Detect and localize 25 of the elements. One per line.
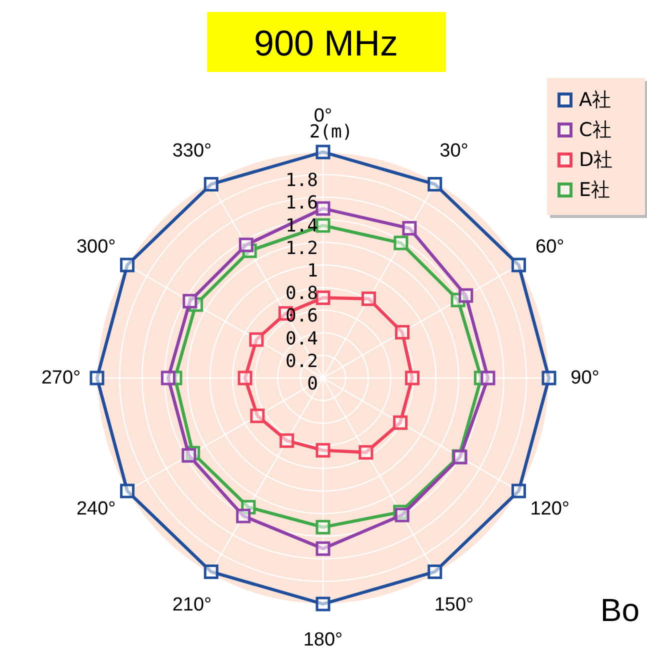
- spoke-label: 120°: [530, 498, 570, 520]
- spoke-label: 150°: [434, 594, 474, 616]
- y-tick-label: 0.2: [285, 350, 318, 372]
- y-tick-label: 0.6: [285, 306, 318, 327]
- spoke-label: 180°: [303, 630, 343, 650]
- legend-label: C社: [579, 119, 612, 141]
- y-tick-label: 0.4: [285, 328, 318, 350]
- chart-title: 900 MHz: [254, 22, 398, 64]
- spoke-label: 240°: [76, 498, 116, 520]
- spoke-label: 60°: [536, 236, 564, 258]
- spoke-label: 270°: [41, 368, 81, 388]
- legend-label: E社: [579, 179, 610, 201]
- y-tick-label: 0: [307, 374, 318, 394]
- legend-label: D社: [579, 149, 613, 171]
- spoke-label: 330°: [172, 140, 212, 162]
- y-tick-label: 1: [307, 260, 318, 282]
- text: Bo: [600, 592, 640, 628]
- spoke-label: 90°: [570, 368, 600, 388]
- y-tick-label: 1.6: [285, 192, 318, 214]
- y-tick-label: 1.8: [285, 170, 318, 192]
- spoke-label: 210°: [172, 594, 212, 616]
- y-tick-label: 1.2: [285, 238, 318, 259]
- spoke-label: 30°: [440, 140, 468, 162]
- spoke-label: 300°: [76, 236, 116, 258]
- legend-label: A社: [579, 89, 611, 111]
